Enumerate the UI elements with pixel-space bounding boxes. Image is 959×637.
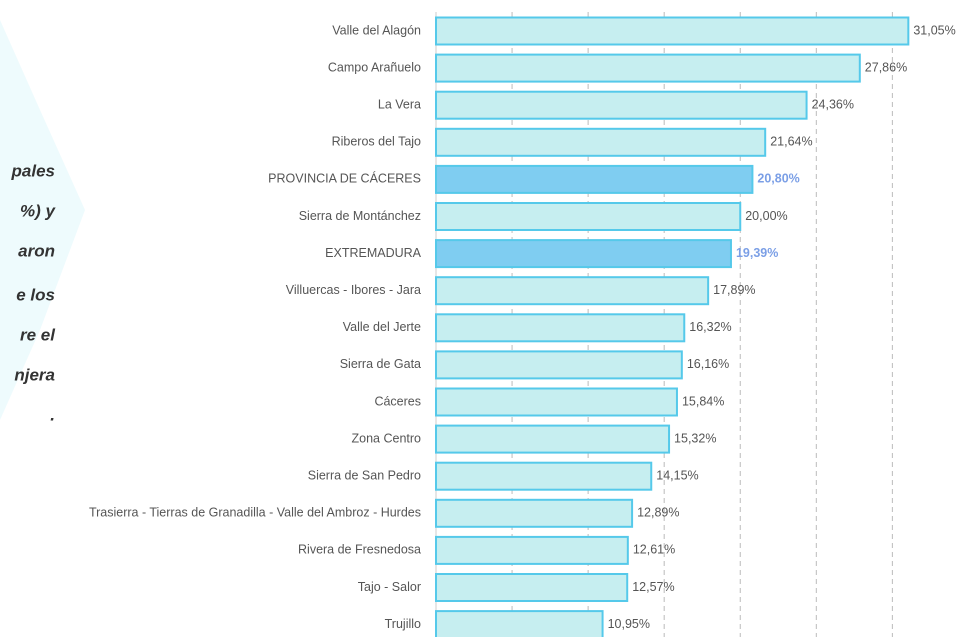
bar [435,16,910,46]
bar [435,461,653,491]
side-text: e los [16,285,55,304]
bar [435,350,683,380]
bar [435,276,710,306]
value-label: 17,89% [713,283,755,297]
y-tick-label: Trasierra - Tierras de Granadilla - Vall… [89,506,421,520]
value-label: 10,95% [608,617,650,631]
value-label: 15,84% [682,394,724,408]
bar [435,610,604,637]
bar [435,313,686,343]
value-label: 24,36% [812,97,854,111]
y-tick-label: La Vera [378,97,421,111]
y-tick-label: Valle del Alagón [332,23,421,37]
bar [435,90,808,120]
value-label: 19,39% [736,246,778,260]
y-tick-label: Trujillo [385,617,421,631]
y-tick-label: Villuercas - Ibores - Jara [286,283,421,297]
value-label: 21,64% [770,135,812,149]
value-label: 14,15% [656,468,698,482]
value-label: 27,86% [865,60,907,74]
bar [435,573,629,602]
bar [435,164,754,194]
bar [435,387,678,417]
bar [435,202,742,231]
side-text: %) y [20,201,57,220]
side-text: aron [18,241,55,260]
y-tick-label: Tajo - Salor [358,580,421,594]
y-tick-label: Campo Arañuelo [328,60,421,74]
y-tick-label: Sierra de San Pedro [308,468,421,482]
bar [435,535,629,565]
bar [435,53,861,83]
y-tick-label: Sierra de Gata [340,357,421,371]
value-label: 16,16% [687,357,729,371]
y-tick-label: Cáceres [374,394,421,408]
value-label: 31,05% [913,23,955,37]
side-text: . [50,405,55,424]
y-tick-label: Zona Centro [352,431,422,445]
value-label: 16,32% [689,320,731,334]
side-text: pales [11,161,55,180]
bar [435,424,671,454]
y-tick-label: PROVINCIA DE CÁCERES [268,171,421,186]
y-tick-label: Sierra de Montánchez [299,209,421,223]
value-label: 12,61% [633,543,675,557]
y-tick-label: Rivera de Fresnedosa [298,543,421,557]
value-label: 12,57% [632,580,674,594]
value-label: 12,89% [637,506,679,520]
bar [435,127,767,157]
bar [435,498,634,528]
value-label: 20,00% [745,209,787,223]
value-label: 20,80% [757,172,799,186]
y-tick-label: Riberos del Tajo [332,135,421,149]
y-tick-label: Valle del Jerte [343,320,421,334]
bar [435,239,732,269]
background-shape [0,20,85,420]
side-text: re el [20,325,56,344]
value-label: 15,32% [674,431,716,445]
y-tick-label: EXTREMADURA [325,246,422,260]
side-text: njera [14,365,55,384]
